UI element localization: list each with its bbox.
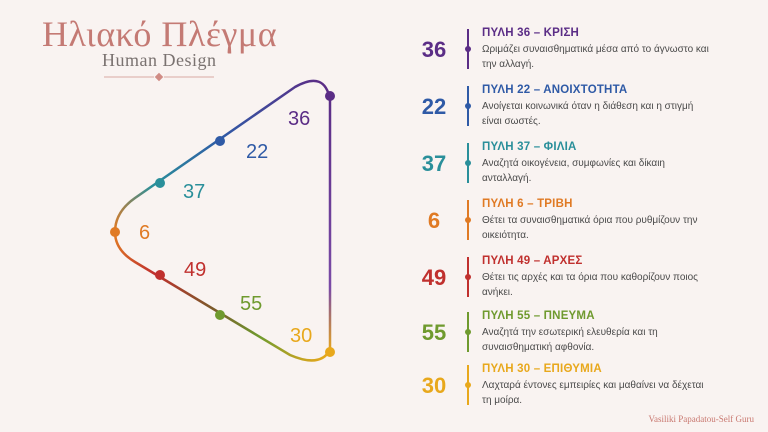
gate-6-label: 6 — [139, 222, 150, 244]
gate-22-label: 22 — [246, 141, 268, 163]
gate-row-36: 36 ΠΥΛΗ 36 – ΚΡΙΣΗ Ωριμάζει συναισθηματι… — [412, 27, 712, 79]
gate-number: 6 — [427, 208, 441, 233]
title-divider — [104, 72, 214, 82]
gate-number: 49 — [421, 265, 447, 290]
gate-title: ΠΥΛΗ 37 – ΦΙΛΙΑ — [482, 141, 577, 153]
gate-title: ΠΥΛΗ 55 – ΠΝΕΥΜΑ — [482, 310, 595, 322]
gate-description: Θέτει τις αρχές και τα όρια που καθορίζο… — [482, 272, 698, 298]
page-subtitle: Human Design — [102, 50, 217, 70]
gate-marker-dot — [465, 382, 471, 388]
gate-36-dot — [325, 91, 335, 101]
gate-row-22: 22 ΠΥΛΗ 22 – ΑΝΟΙΧΤΟΤΗΤΑ Ανοίγεται κοινω… — [412, 84, 712, 136]
gate-description: Θέτει τα συναισθηματικά όρια που ρυθμίζο… — [482, 215, 698, 241]
gate-title: ΠΥΛΗ 49 – ΑΡΧΕΣ — [482, 255, 583, 267]
gate-row-49: 49 ΠΥΛΗ 49 – ΑΡΧΕΣ Θέτει τις αρχές και τ… — [412, 255, 712, 307]
author-credit: Vasiliki Papadatou-Self Guru — [648, 414, 754, 424]
page-title: Ηλιακό Πλέγμα — [42, 14, 278, 54]
gate-title: ΠΥΛΗ 22 – ΑΝΟΙΧΤΟΤΗΤΑ — [482, 84, 628, 96]
gate-marker-dot — [465, 329, 471, 335]
gate-55-dot — [215, 310, 225, 320]
gate-marker-dot — [465, 46, 471, 52]
gate-marker-dot — [465, 103, 471, 109]
gate-marker-dot — [465, 274, 471, 280]
gate-description: Λαχταρά έντονες εμπειρίες και μαθαίνει ν… — [482, 380, 704, 406]
gate-number: 37 — [421, 151, 447, 176]
gate-number: 22 — [421, 94, 447, 119]
gate-description: Ανοίγεται κοινωνικά όταν η διάθεση και η… — [482, 101, 694, 127]
gate-55-label: 55 — [240, 293, 262, 315]
gate-6-dot — [110, 227, 120, 237]
gate-30-dot — [325, 347, 335, 357]
gate-title: ΠΥΛΗ 36 – ΚΡΙΣΗ — [482, 27, 580, 39]
gate-description: Αναζητά την εσωτερική ελευθερία και τη σ… — [482, 327, 658, 353]
gate-description: Αναζητά οικογένεια, συμφωνίες και δίκαιη… — [482, 158, 665, 184]
gate-row-37: 37 ΠΥΛΗ 37 – ΦΙΛΙΑ Αναζητά οικογένεια, σ… — [412, 141, 712, 193]
gate-30-label: 30 — [290, 325, 312, 347]
gate-title: ΠΥΛΗ 6 – ΤΡΙΒΗ — [482, 198, 573, 210]
gate-description: Ωριμάζει συναισθηματικά μέσα από το άγνω… — [482, 44, 709, 70]
gate-row-30: 30 ΠΥΛΗ 30 – ΕΠΙΘΥΜΙΑ Λαχταρά έντονες εμ… — [412, 363, 712, 415]
gate-number: 36 — [421, 37, 447, 62]
gate-37-label: 37 — [183, 181, 205, 203]
gate-49-dot — [155, 270, 165, 280]
gate-22-dot — [215, 136, 225, 146]
solar-plexus-triangle: 36 22 37 6 49 55 30 — [110, 79, 335, 362]
gate-row-6: 6 ΠΥΛΗ 6 – ΤΡΙΒΗ Θέτει τα συναισθηματικά… — [412, 198, 712, 250]
gate-title: ΠΥΛΗ 30 – ΕΠΙΘΥΜΙΑ — [482, 363, 602, 375]
gate-36-label: 36 — [288, 108, 310, 130]
gate-row-55: 55 ΠΥΛΗ 55 – ΠΝΕΥΜΑ Αναζητά την εσωτερικ… — [412, 310, 712, 362]
gate-marker-dot — [465, 160, 471, 166]
gate-49-label: 49 — [184, 259, 206, 281]
gate-37-dot — [155, 178, 165, 188]
gate-marker-dot — [465, 217, 471, 223]
gate-number: 55 — [421, 320, 447, 345]
gate-number: 30 — [421, 373, 447, 398]
